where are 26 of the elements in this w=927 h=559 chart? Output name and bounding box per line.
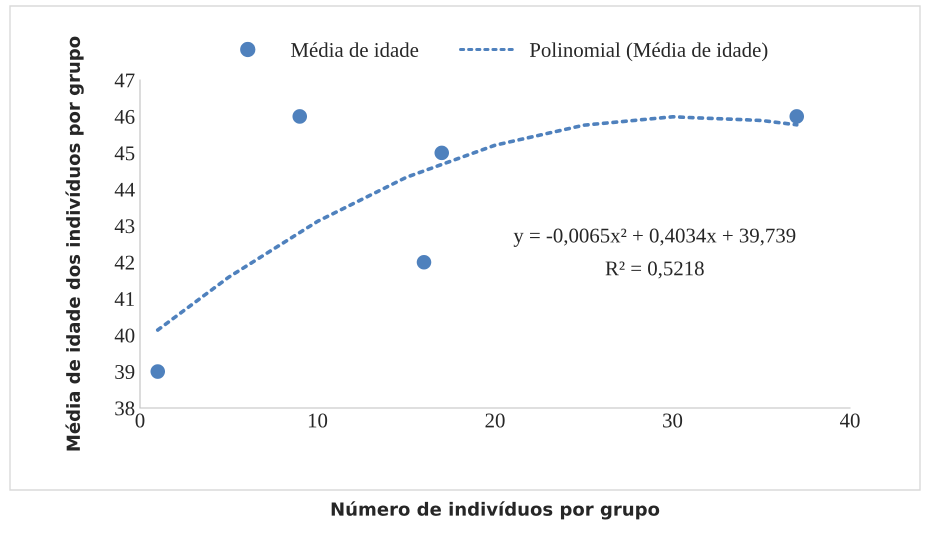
- y-tick-label: 44: [114, 182, 135, 197]
- point: [292, 109, 308, 124]
- y-tick-label: 40: [114, 328, 134, 343]
- annotation: y = -0,0065x² + 0,4034x + 39,739: [514, 228, 796, 247]
- legend-label: Polinomial (Média de idade): [530, 42, 768, 62]
- x-tick-label: 30: [663, 413, 682, 428]
- annotation: R² = 0,5218: [606, 261, 704, 278]
- x-tick-label: 40: [840, 413, 860, 428]
- x-tick-label: 20: [486, 413, 505, 428]
- point: [150, 364, 166, 379]
- y-axis-title: Média de idade dos indivíduos por grupo: [65, 36, 84, 450]
- y-tick-label: 43: [114, 219, 134, 234]
- y-tick-label: 42: [114, 256, 134, 270]
- x-tick-label: 10: [308, 413, 328, 428]
- y-tick-label: 39: [115, 364, 134, 379]
- point: [789, 109, 804, 124]
- x-axis-title: Número de indivíduos por grupo: [332, 501, 660, 520]
- point: [416, 254, 432, 270]
- y-tick-label: 38: [115, 401, 134, 416]
- y-tick-label: 45: [114, 146, 134, 160]
- y-tick-label: 47: [114, 74, 135, 88]
- y-tick-label: 41: [114, 292, 134, 306]
- legend-label: Média de idade: [291, 42, 418, 58]
- x-tick-label: 0: [136, 413, 144, 428]
- point: [434, 146, 450, 160]
- y-tick-label: 46: [114, 110, 135, 124]
